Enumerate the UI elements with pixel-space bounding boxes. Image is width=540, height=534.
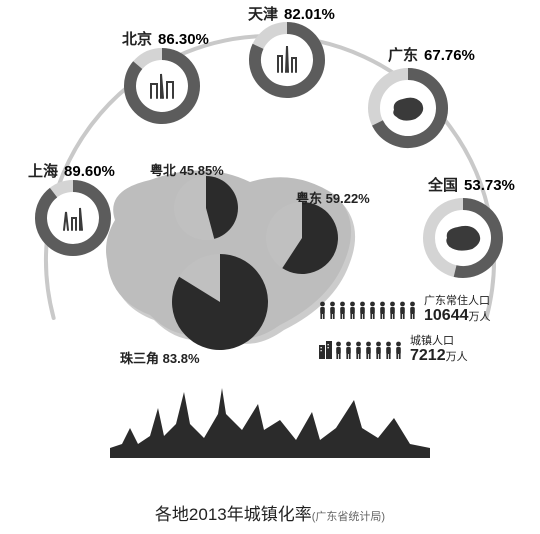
pie-label-yuedong: 粤东 59.22% xyxy=(296,188,370,207)
infographic-root: { "title": { "main": "各地2013年城镇化率", "sub… xyxy=(0,0,540,534)
donut-national xyxy=(421,196,505,280)
title-sub: (广东省统计局) xyxy=(312,511,385,523)
donut-shanghai xyxy=(33,178,113,258)
city-skyline-icon xyxy=(110,386,430,458)
pie-label-prd: 珠三角 83.8% xyxy=(120,348,200,367)
pie-label-yuebei: 粤北 45.85% xyxy=(150,160,224,179)
donut-tianjin xyxy=(247,20,327,100)
pie-yuebei xyxy=(173,175,239,241)
title-main: 各地2013年城镇化率 xyxy=(155,505,312,524)
chart-title: 各地2013年城镇化率(广东省统计局) xyxy=(0,500,540,525)
donut-label-tianjin: 天津82.01% xyxy=(248,3,335,24)
donut-label-beijing: 北京86.30% xyxy=(122,28,209,49)
donut-label-shanghai: 上海89.60% xyxy=(28,160,115,181)
donut-beijing xyxy=(122,46,202,126)
pop-row-urban: 城镇人口7212万人 xyxy=(318,336,468,365)
pop-text-resident: 广东常住人口10644万人 xyxy=(424,296,491,325)
donut-label-guangdong: 广东67.76% xyxy=(388,44,475,65)
donut-guangdong xyxy=(366,66,450,150)
pie-yuedong xyxy=(265,201,339,275)
pop-row-resident: 广东常住人口10644万人 xyxy=(318,296,491,325)
pie-prd xyxy=(171,253,269,351)
donut-label-national: 全国53.73% xyxy=(428,174,515,195)
people-icon xyxy=(318,301,418,319)
pop-text-urban: 城镇人口7212万人 xyxy=(410,336,468,365)
people-icon xyxy=(318,341,404,359)
